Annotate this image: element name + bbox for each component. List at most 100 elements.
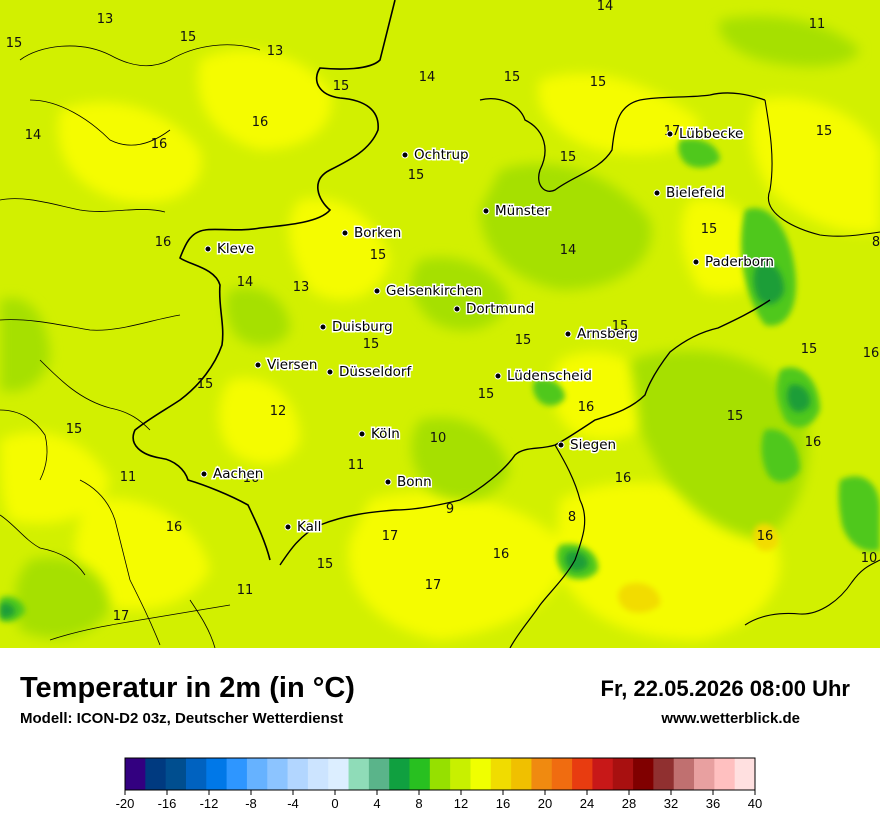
temperature-value: 15	[816, 124, 833, 139]
temperature-value: 16	[863, 346, 880, 361]
warm-area	[198, 50, 332, 150]
country-border	[132, 0, 396, 561]
warm-area	[751, 97, 880, 233]
city-label: Borken	[354, 225, 401, 241]
temperature-value: 9	[446, 502, 454, 517]
cool-area	[411, 417, 510, 501]
temperature-value: 15	[363, 337, 380, 352]
city-dot	[557, 441, 565, 449]
value-labels: 13 15 15 13 14 15 15 14 11 15 14 16 16 17 15 15 15 16 15 14…	[6, 0, 880, 624]
legend-swatch	[307, 758, 329, 790]
legend-tick-label: 32	[664, 796, 678, 811]
legend-swatch	[592, 758, 614, 790]
temperature-value: 15	[6, 36, 23, 51]
city-dot	[666, 130, 674, 138]
warm-area	[538, 73, 700, 154]
state-border	[459, 299, 771, 501]
legend-tick-label: -4	[287, 796, 299, 811]
legend-swatch	[531, 758, 553, 790]
legend-tick-label: -12	[200, 796, 219, 811]
temperature-value: 16	[166, 520, 183, 535]
city-dot	[319, 323, 327, 331]
warm-area	[348, 492, 564, 640]
forecast-datetime: Fr, 22.05.2026 08:00 Uhr	[600, 676, 851, 701]
city-marker: Gelsenkirchen	[373, 282, 484, 301]
temperature-value: 14	[597, 0, 614, 14]
cold-area	[678, 138, 720, 168]
warm-area	[289, 198, 390, 300]
city-label: Münster	[495, 203, 550, 219]
city-marker: Duisburg	[319, 318, 394, 337]
legend-tick-label: 28	[622, 796, 636, 811]
temperature-value: 15	[801, 342, 818, 357]
website-link[interactable]: www.wetterblick.de	[661, 710, 800, 727]
city-marker: Dortmund	[453, 300, 536, 319]
city-marker: Düsseldorf	[326, 363, 414, 382]
city-dot	[254, 361, 262, 369]
city-label: Viersen	[267, 357, 317, 373]
legend-swatch	[328, 758, 349, 790]
warm-area	[0, 432, 110, 524]
temperature-value: 17	[382, 529, 399, 544]
legend-swatch	[409, 758, 431, 790]
city-markers: Ochtrup Lübbecke Bielefeld Münster Borken Kle…	[200, 125, 775, 537]
temperature-value: 13	[267, 44, 284, 59]
legend-swatch	[348, 758, 370, 790]
state-border	[509, 444, 586, 648]
legend-swatch	[572, 758, 593, 790]
temperature-value: 15	[560, 150, 577, 165]
city-dot	[358, 430, 366, 438]
cool-area	[719, 16, 860, 67]
temperature-value: 14	[237, 275, 254, 290]
warm-area	[58, 102, 202, 203]
district-border	[79, 479, 161, 646]
temperature-value: 16	[252, 115, 269, 130]
legend-swatch	[714, 758, 736, 790]
temperature-value: 17	[425, 578, 442, 593]
city-dot	[341, 229, 349, 237]
city-marker: Borken	[341, 224, 403, 243]
city-label: Lübbecke	[679, 126, 743, 142]
city-dot	[373, 287, 381, 295]
city-marker: Aachen	[200, 465, 265, 484]
legend-swatch	[734, 758, 756, 790]
cold-area	[533, 378, 565, 406]
legend-tick-label: 12	[454, 796, 468, 811]
legend-tick-label: -16	[158, 796, 177, 811]
city-marker: Kleve	[204, 240, 256, 259]
city-label: Gelsenkirchen	[386, 283, 482, 299]
city-marker: Paderborn	[692, 253, 775, 272]
district-border	[29, 99, 171, 146]
legend-swatch	[165, 758, 187, 790]
state-border	[479, 92, 766, 192]
temperature-value: 15	[515, 333, 532, 348]
legend-swatch	[612, 758, 634, 790]
warm-area	[218, 378, 300, 464]
legend-swatch	[511, 758, 532, 790]
legend-swatch	[125, 758, 146, 790]
city-marker: Siegen	[557, 436, 618, 455]
temperature-value: 17	[113, 609, 130, 624]
legend-tick-label: 24	[580, 796, 594, 811]
legend-swatch	[429, 758, 451, 790]
legend-tick-label: 16	[496, 796, 510, 811]
warm-area	[75, 498, 210, 610]
city-label: Bonn	[397, 474, 432, 490]
city-dot	[200, 470, 208, 478]
temperature-value: 16	[243, 471, 260, 486]
city-dot	[692, 258, 700, 266]
city-dot	[564, 330, 572, 338]
city-marker: Ochtrup	[401, 146, 470, 165]
city-marker: Bonn	[384, 473, 433, 492]
city-dot	[326, 368, 334, 376]
temperature-value: 15	[612, 319, 629, 334]
legend-swatch	[145, 758, 167, 790]
legend-swatch	[246, 758, 268, 790]
chart-title: Temperatur in 2m (in °C)	[20, 672, 355, 704]
city-marker: Arnsberg	[564, 325, 639, 344]
temperature-value: 15	[590, 75, 607, 90]
legend-swatch	[490, 758, 512, 790]
legend-tick-label: 20	[538, 796, 552, 811]
temperature-value: 15	[197, 377, 214, 392]
legend-tick-label: 8	[415, 796, 422, 811]
